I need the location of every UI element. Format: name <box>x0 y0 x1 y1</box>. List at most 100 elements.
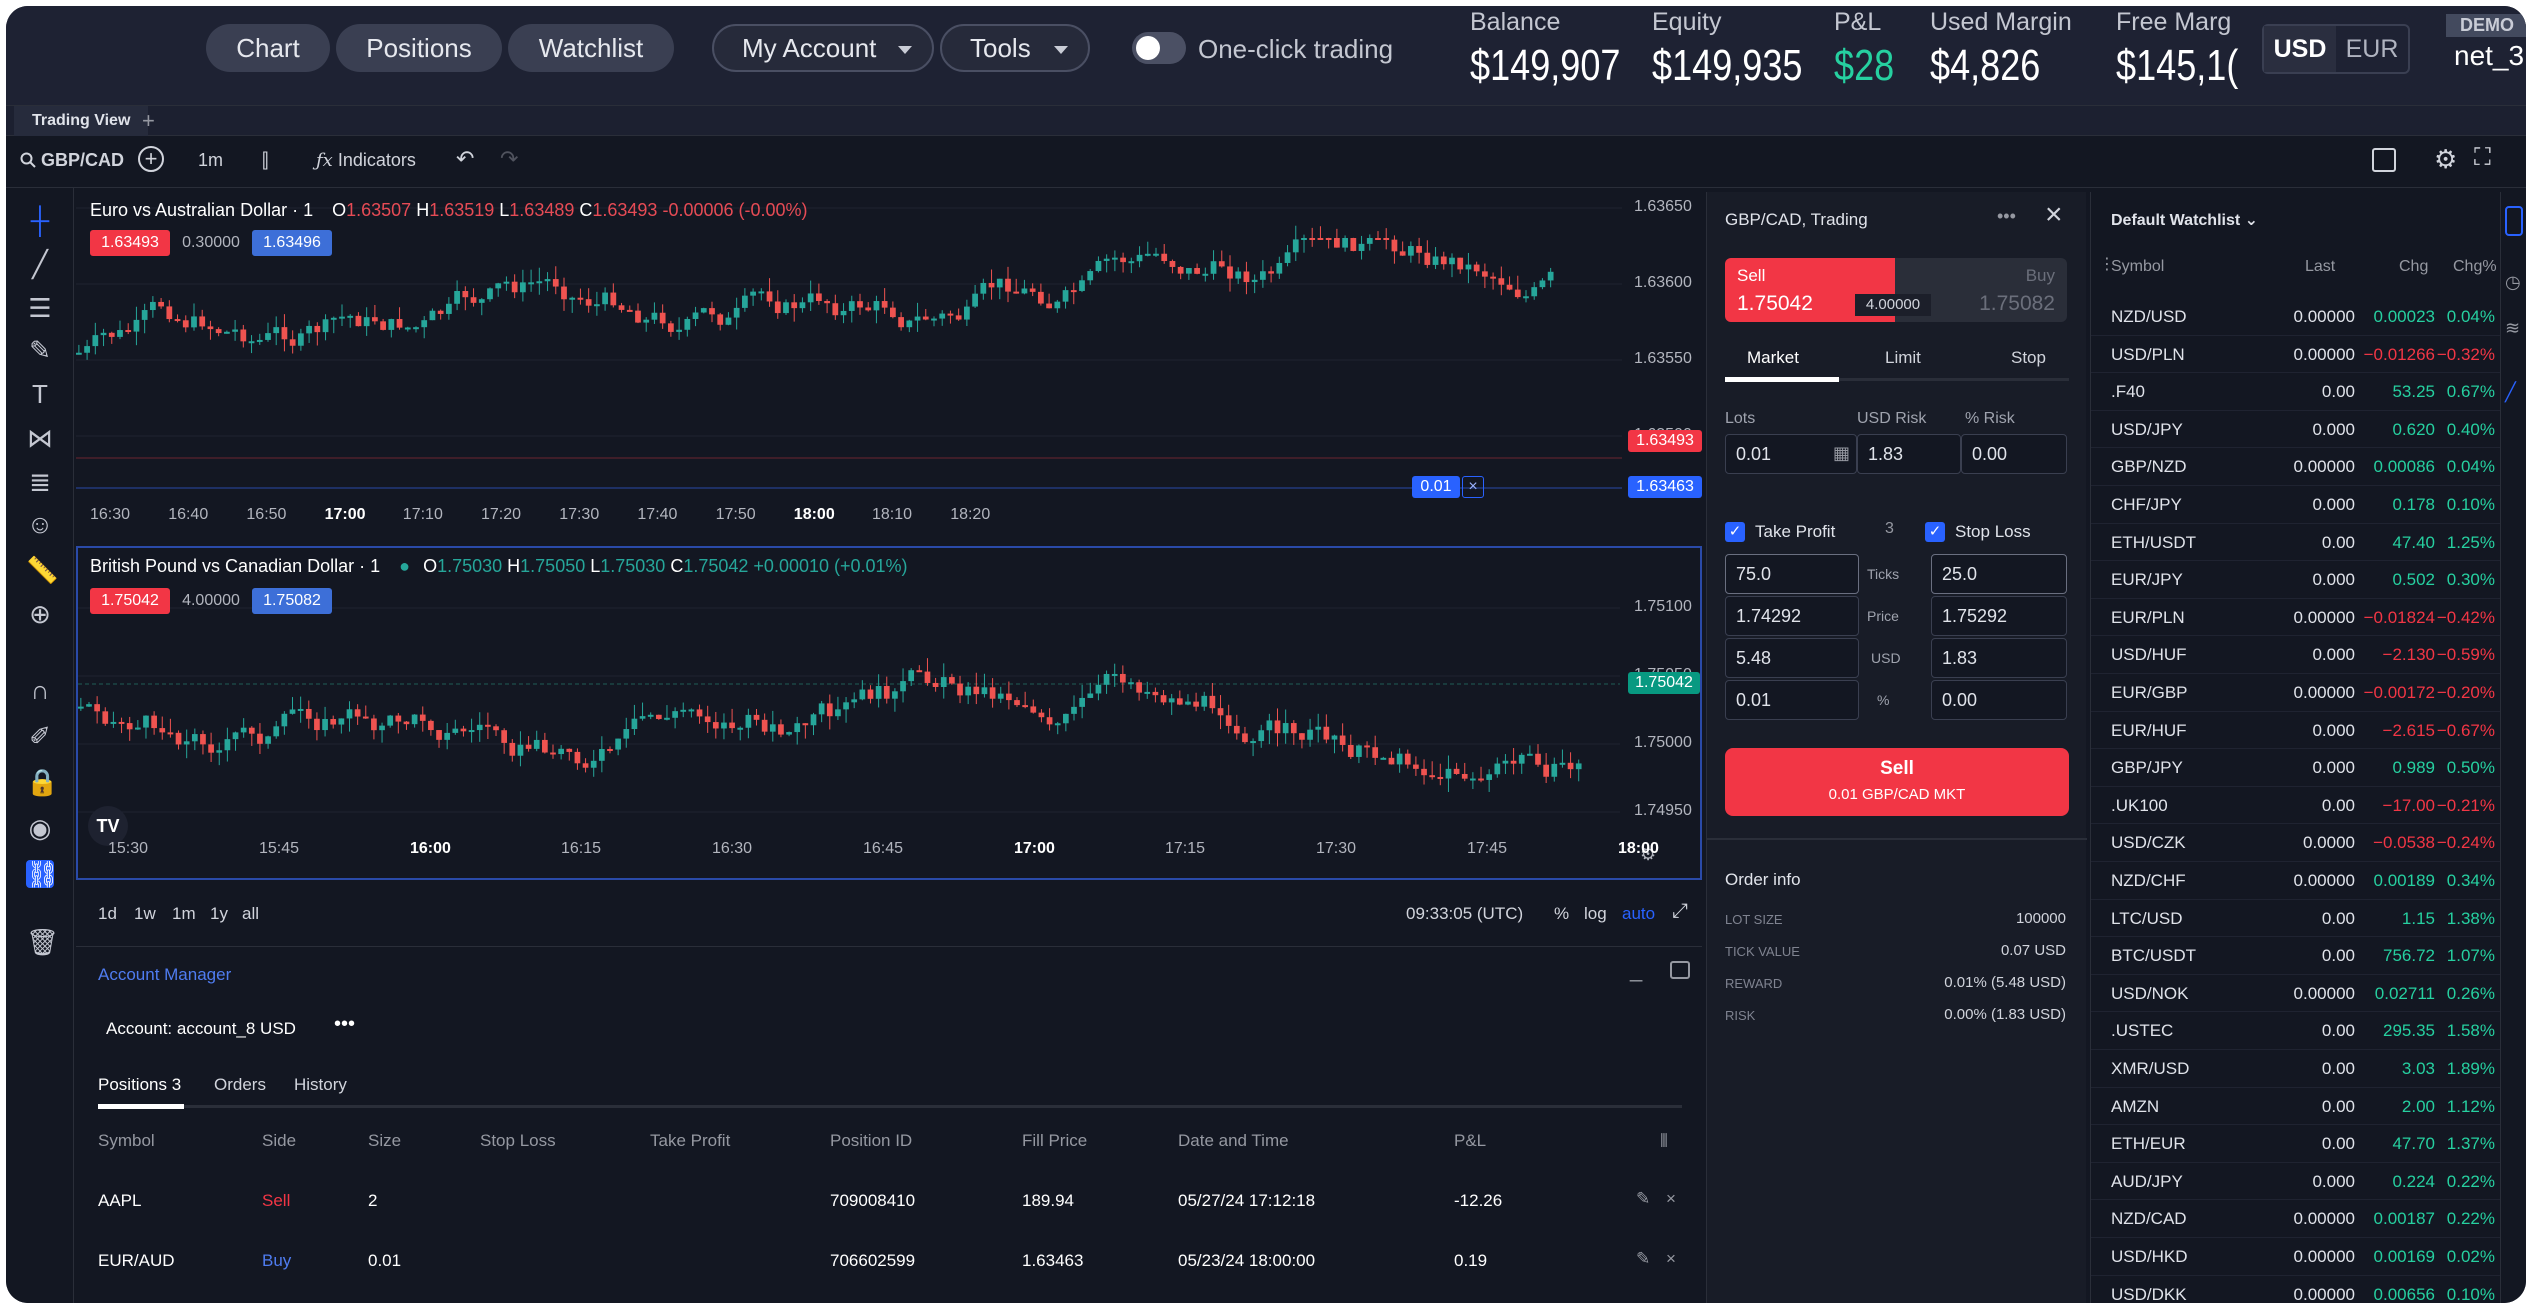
stop-loss-checkbox[interactable]: ✓ <box>1925 522 1945 542</box>
one-click-toggle[interactable] <box>1132 32 1186 64</box>
tab-history[interactable]: History <box>294 1075 347 1094</box>
watchlist-row[interactable]: NZD/CHF 0.00000 0.00189 0.34% <box>2091 862 2501 900</box>
watchlist-widget-icon[interactable] <box>2505 206 2523 236</box>
watchlist-row[interactable]: USD/CZK 0.0000 −0.0538 −0.24% <box>2091 824 2501 862</box>
nav-watchlist-button[interactable]: Watchlist <box>508 24 674 72</box>
tab-trading-view[interactable]: Trading View <box>14 106 149 136</box>
candle-style-icon[interactable]: ⫿ <box>262 150 269 172</box>
interval-button[interactable]: 1m <box>198 150 224 170</box>
trash-icon[interactable]: 🗑 <box>26 927 60 957</box>
nav-chart-button[interactable]: Chart <box>206 24 330 72</box>
eye-icon[interactable]: ◉ <box>28 813 52 843</box>
chart-pane-eur-aud[interactable]: Euro vs Australian Dollar · 1 O1.63507 H… <box>76 188 1702 546</box>
chart-pane-gbp-cad[interactable]: British Pound vs Canadian Dollar · 1 ● O… <box>76 546 1809 880</box>
watchlist-row[interactable]: .F40 0.00 53.25 0.67% <box>2091 373 2501 411</box>
range-1y[interactable]: 1y <box>210 904 228 923</box>
tab-orders[interactable]: Orders <box>214 1075 266 1094</box>
col-side[interactable]: Side <box>262 1131 297 1150</box>
watchlist-row[interactable]: BTC/USDT 0.00 756.72 1.07% <box>2091 937 2501 975</box>
emoji-icon[interactable]: ☺ <box>26 509 54 539</box>
layers-icon[interactable]: ≋ <box>2505 318 2521 338</box>
lock-drawing-icon[interactable]: ✐ <box>29 721 51 751</box>
utc-clock[interactable]: 09:33:05 (UTC) <box>1406 904 1524 923</box>
watchlist-row[interactable]: USD/HKD 0.00000 0.00169 0.02% <box>2091 1238 2501 1276</box>
compare-add-icon[interactable]: + <box>138 146 164 172</box>
watchlist-row[interactable]: USD/PLN 0.00000 −0.01266 −0.32% <box>2091 336 2501 374</box>
trend-line-icon[interactable]: ╱ <box>32 249 48 279</box>
chart1-buy-button[interactable]: 1.63496 <box>252 230 332 256</box>
edit-icon[interactable]: ✎ <box>1636 1189 1651 1208</box>
close-position-icon[interactable]: × <box>1666 1189 1676 1208</box>
layout-icon[interactable] <box>2372 148 2396 172</box>
account-name[interactable]: net_3 <box>2454 40 2525 71</box>
col-date-time[interactable]: Date and Time <box>1178 1131 1289 1150</box>
maximize-icon[interactable] <box>1670 961 1690 979</box>
log-scale-toggle[interactable]: log <box>1584 904 1607 923</box>
close-order-icon[interactable]: × <box>1462 476 1484 498</box>
currency-usd[interactable]: USD <box>2264 26 2336 72</box>
horizontal-lines-icon[interactable]: ☰ <box>28 293 52 323</box>
nav-positions-button[interactable]: Positions <box>336 24 502 72</box>
watchlist-row[interactable]: .USTEC 0.00 295.35 1.58% <box>2091 1012 2501 1050</box>
col-fill-price[interactable]: Fill Price <box>1022 1131 1088 1150</box>
watchlist-row[interactable]: NZD/USD 0.00000 0.00023 0.04% <box>2091 298 2501 336</box>
minimize-icon[interactable]: _ <box>1630 957 1643 982</box>
sell-order-button[interactable]: Sell 0.01 GBP/CAD MKT <box>1725 748 2069 816</box>
range-1w[interactable]: 1w <box>134 904 156 923</box>
more-icon[interactable]: ••• <box>334 1013 356 1035</box>
watch-col-chg[interactable]: Chg <box>2399 258 2429 275</box>
tp-price-input[interactable]: 1.74292 <box>1725 596 1859 636</box>
col-position-id[interactable]: Position ID <box>830 1131 913 1150</box>
tp-usd-input[interactable]: 5.48 <box>1725 638 1859 678</box>
more-icon[interactable]: ••• <box>1997 206 2016 226</box>
watchlist-row[interactable]: EUR/HUF 0.000 −2.615 −0.67% <box>2091 712 2501 750</box>
pattern-icon[interactable]: ⋈ <box>27 423 53 453</box>
auto-scale-toggle[interactable]: auto <box>1622 904 1656 923</box>
my-account-menu[interactable]: My Account <box>712 24 934 72</box>
tab-stop[interactable]: Stop <box>2011 348 2046 367</box>
watchlist-row[interactable]: ETH/USDT 0.00 47.40 1.25% <box>2091 524 2501 562</box>
magnet-icon[interactable]: ∩ <box>30 675 50 705</box>
range-1m[interactable]: 1m <box>172 904 196 923</box>
lots-input[interactable]: 0.01 ▦ <box>1725 434 1857 474</box>
percent-scale-toggle[interactable]: % <box>1554 904 1570 923</box>
col-stop-loss[interactable]: Stop Loss <box>480 1131 556 1150</box>
sl-price-input[interactable]: 1.75292 <box>1931 596 2067 636</box>
watchlist-row[interactable]: CHF/JPY 0.000 0.178 0.10% <box>2091 486 2501 524</box>
indicators-button[interactable]: ƒx Indicators <box>316 150 416 171</box>
chart1-order-qty[interactable]: 0.01 <box>1412 476 1460 498</box>
chart-widget-icon[interactable]: ╱ <box>2505 382 2516 402</box>
watchlist-title[interactable]: Default Watchlist ⌄ <box>2111 210 2258 230</box>
watchlist-row[interactable]: USD/JPY 0.000 0.620 0.40% <box>2091 411 2501 449</box>
tab-market[interactable]: Market <box>1747 348 1799 367</box>
pct-risk-input[interactable]: 0.00 <box>1961 434 2067 474</box>
sl-usd-input[interactable]: 1.83 <box>1931 638 2067 678</box>
drag-handle-icon[interactable]: ⋮ <box>2099 256 2115 273</box>
brush-icon[interactable]: ✎ <box>29 335 51 365</box>
account-label[interactable]: Account: account_8 USD <box>106 1019 296 1038</box>
tp-pct-input[interactable]: 0.01 <box>1725 680 1859 720</box>
col-take-profit[interactable]: Take Profit <box>650 1131 731 1150</box>
watch-col-chgpct[interactable]: Chg% <box>2453 258 2497 275</box>
watchlist-row[interactable]: EUR/PLN 0.00000 −0.01824 −0.42% <box>2091 599 2501 637</box>
symbol-search[interactable]: GBP/CAD <box>20 150 124 171</box>
watchlist-row[interactable]: XMR/USD 0.00 3.03 1.89% <box>2091 1050 2501 1088</box>
watchlist-row[interactable]: EUR/GBP 0.00000 −0.00172 −0.20% <box>2091 674 2501 712</box>
text-icon[interactable]: T <box>32 379 48 409</box>
measure-lines-icon[interactable]: ≣ <box>29 467 51 497</box>
watchlist-row[interactable]: USD/DKK 0.00000 0.00656 0.10% <box>2091 1276 2501 1303</box>
chart1-sell-button[interactable]: 1.63493 <box>90 230 170 256</box>
alerts-icon[interactable]: ◷ <box>2505 272 2521 292</box>
watchlist-row[interactable]: LTC/USD 0.00 1.15 1.38% <box>2091 900 2501 938</box>
redo-icon[interactable]: ↷ <box>500 146 519 171</box>
watchlist-row[interactable]: GBP/NZD 0.00000 0.00086 0.04% <box>2091 448 2501 486</box>
watchlist-row[interactable]: .UK100 0.00 −17.00 −0.21% <box>2091 787 2501 825</box>
col-size[interactable]: Size <box>368 1131 402 1150</box>
ruler-icon[interactable]: 📏 <box>26 555 59 585</box>
watchlist-row[interactable]: ETH/EUR 0.00 47.70 1.37% <box>2091 1125 2501 1163</box>
undo-icon[interactable]: ↶ <box>456 146 475 171</box>
watchlist-row[interactable]: GBP/JPY 0.000 0.989 0.50% <box>2091 749 2501 787</box>
tab-positions[interactable]: Positions 3 <box>98 1075 182 1094</box>
calculator-icon[interactable]: ▦ <box>1832 443 1850 463</box>
watchlist-row[interactable]: NZD/CAD 0.00000 0.00187 0.22% <box>2091 1200 2501 1238</box>
